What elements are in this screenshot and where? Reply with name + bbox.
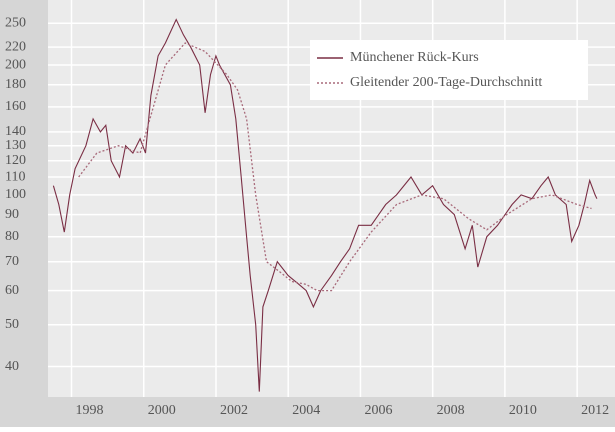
- legend-label: Gleitender 200-Tage-Durchschnitt: [350, 75, 542, 90]
- series-line: [52, 18, 598, 392]
- x-tick-label: 2012: [581, 403, 609, 418]
- legend: [310, 40, 588, 100]
- series-line: [78, 42, 592, 292]
- x-tick-label: 2008: [437, 403, 465, 418]
- y-tick-label: 220: [5, 39, 26, 54]
- y-tick-label: 180: [5, 77, 26, 92]
- y-tick-label: 140: [5, 124, 26, 139]
- x-tick-label: 1998: [76, 403, 104, 418]
- y-tick-label: 200: [5, 57, 26, 72]
- y-tick-label: 60: [5, 283, 19, 298]
- y-tick-label: 110: [5, 169, 25, 184]
- y-tick-label: 120: [5, 153, 26, 168]
- y-tick-label: 50: [5, 317, 19, 332]
- x-tick-label: 2000: [148, 403, 176, 418]
- y-tick-label: 70: [5, 254, 19, 269]
- x-tick-label: 2010: [509, 403, 537, 418]
- y-tick-label: 160: [5, 99, 26, 114]
- y-tick-label: 40: [5, 359, 19, 374]
- y-tick-label: 130: [5, 138, 26, 153]
- x-tick-label: 2002: [220, 403, 248, 418]
- legend-label: Münchener Rück-Kurs: [350, 50, 479, 65]
- x-tick-label: 2004: [292, 403, 320, 418]
- y-tick-label: 80: [5, 229, 19, 244]
- y-tick-label: 250: [5, 15, 26, 30]
- y-tick-label: 90: [5, 207, 19, 222]
- y-tick-label: 100: [5, 187, 26, 202]
- x-tick-label: 2006: [364, 403, 392, 418]
